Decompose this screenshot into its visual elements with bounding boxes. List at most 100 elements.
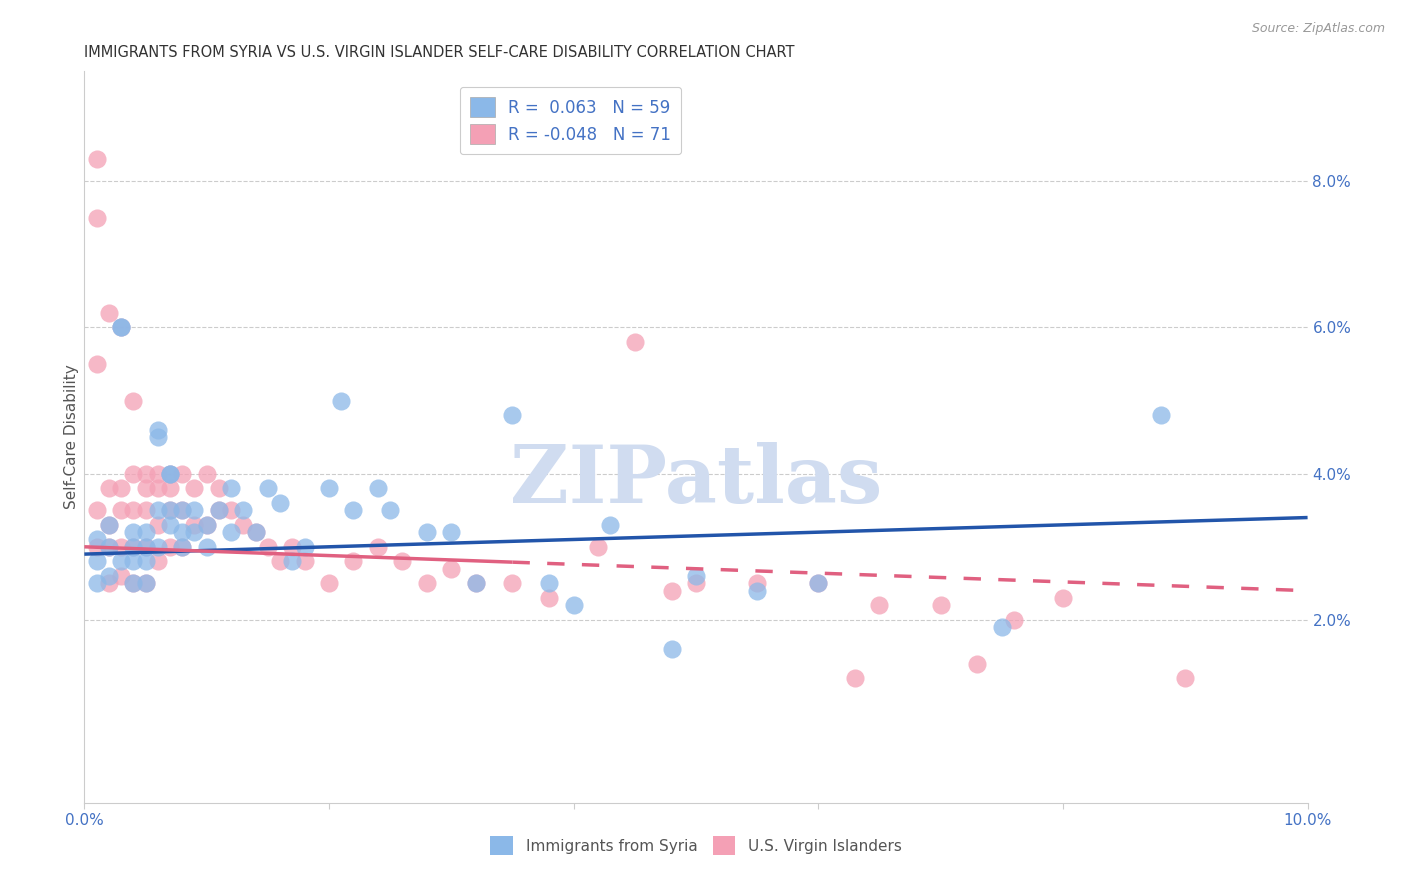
Point [172,540,194,554]
Point [208,503,231,517]
Point [159,467,181,481]
Point [599,517,621,532]
Point [245,525,267,540]
Point [294,554,316,568]
Point [318,576,340,591]
Point [86,357,108,371]
Text: IMMIGRANTS FROM SYRIA VS U.S. VIRGIN ISLANDER SELF-CARE DISABILITY CORRELATION C: IMMIGRANTS FROM SYRIA VS U.S. VIRGIN ISL… [84,45,794,61]
Point [159,503,181,517]
Point [1174,672,1197,686]
Point [807,576,830,591]
Point [1150,408,1173,422]
Point [380,503,402,517]
Point [183,481,205,495]
Point [183,517,205,532]
Point [135,525,157,540]
Point [318,481,340,495]
Point [195,467,218,481]
Point [269,496,291,510]
Point [269,554,291,568]
Point [97,540,120,554]
Point [367,481,389,495]
Point [195,540,218,554]
Point [135,554,157,568]
Point [538,591,561,605]
Point [86,211,108,225]
Point [219,503,242,517]
Point [502,576,524,591]
Point [146,430,169,444]
Point [86,533,108,547]
Point [440,562,463,576]
Point [86,540,108,554]
Point [135,467,157,481]
Point [342,554,364,568]
Point [97,540,120,554]
Point [342,503,364,517]
Point [97,517,120,532]
Point [110,569,132,583]
Point [122,503,145,517]
Point [146,517,169,532]
Point [122,576,145,591]
Point [624,334,647,349]
Point [219,525,242,540]
Point [183,525,205,540]
Point [281,554,304,568]
Point [232,517,254,532]
Point [135,540,157,554]
Point [586,540,609,554]
Point [219,481,242,495]
Point [110,320,132,334]
Point [159,467,181,481]
Point [86,576,108,591]
Point [97,569,120,583]
Point [122,525,145,540]
Point [135,576,157,591]
Point [146,481,169,495]
Point [122,554,145,568]
Point [1052,591,1074,605]
Text: Source: ZipAtlas.com: Source: ZipAtlas.com [1251,22,1385,36]
Point [183,503,205,517]
Point [146,554,169,568]
Point [562,599,585,613]
Y-axis label: Self-Care Disability: Self-Care Disability [63,365,79,509]
Point [257,540,280,554]
Point [195,517,218,532]
Point [135,481,157,495]
Point [991,620,1014,634]
Point [110,554,132,568]
Point [208,481,231,495]
Point [135,540,157,554]
Point [966,657,988,671]
Point [110,320,132,334]
Point [232,503,254,517]
Point [159,517,181,532]
Point [294,540,316,554]
Point [122,467,145,481]
Point [86,503,108,517]
Point [747,576,769,591]
Point [245,525,267,540]
Point [538,576,561,591]
Point [281,540,304,554]
Point [440,525,463,540]
Point [97,306,120,320]
Point [367,540,389,554]
Point [869,599,891,613]
Point [97,517,120,532]
Point [110,540,132,554]
Point [208,503,231,517]
Point [97,481,120,495]
Point [110,503,132,517]
Point [172,503,194,517]
Point [257,481,280,495]
Point [195,517,218,532]
Point [464,576,486,591]
Point [110,481,132,495]
Point [391,554,413,568]
Point [146,467,169,481]
Point [661,642,683,657]
Point [172,525,194,540]
